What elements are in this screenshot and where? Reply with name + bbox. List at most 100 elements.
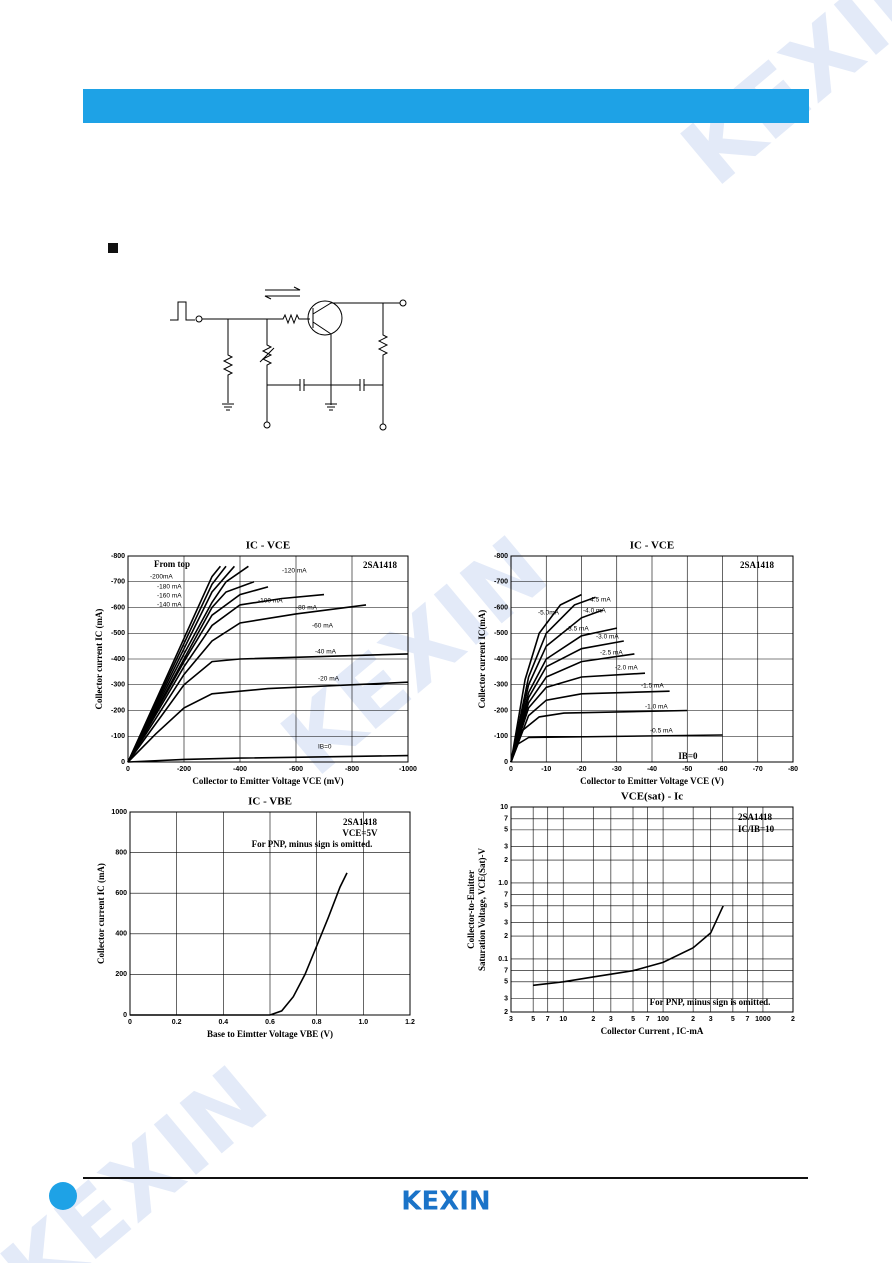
y-tick-label: -700 — [111, 579, 125, 586]
y-axis-label: Collector current IC (mA) — [96, 863, 106, 964]
curve — [510, 596, 596, 763]
x-axis-label: Collector to Emitter Voltage VCE (mV) — [192, 776, 343, 786]
x-tick-label: 0.4 — [218, 1019, 228, 1026]
annotation: IC/IB=10 — [738, 824, 775, 834]
curve — [533, 905, 724, 987]
x-tick-label: -800 — [345, 766, 359, 773]
x-tick-label: 100 — [657, 1016, 669, 1023]
chart-title: IC - VCE — [630, 540, 674, 552]
x-tick-label: -200 — [177, 766, 191, 773]
x-axis-label: Base to Eimtter Voltage VBE (V) — [207, 1029, 333, 1039]
curve — [510, 593, 582, 763]
y-tick-label: -400 — [494, 656, 508, 663]
x-tick-label: 0.2 — [172, 1019, 182, 1026]
curve — [510, 627, 617, 763]
x-tick-label: 5 — [531, 1016, 535, 1023]
annotation: VCE=5V — [342, 828, 378, 838]
curve-label: -120 mA — [282, 568, 307, 575]
annotation: IB=0 — [678, 751, 698, 761]
curve — [510, 690, 670, 763]
curve-label: -4.0 mA — [583, 608, 606, 615]
y-tick-label: -500 — [494, 630, 508, 637]
curve — [127, 565, 222, 763]
annotation: 2SA1418 — [363, 560, 398, 570]
curve — [127, 593, 325, 763]
y-tick-label: 10 — [500, 804, 508, 811]
curve-label: -2.5 mA — [600, 650, 623, 657]
y-tick-label: -200 — [494, 707, 508, 714]
y-tick-label: -600 — [494, 604, 508, 611]
y-tick-label: -200 — [111, 707, 125, 714]
y-tick-label: -400 — [111, 656, 125, 663]
curve-label: -80 mA — [296, 605, 318, 612]
annotation: For PNP, minus sign is omitted. — [252, 839, 373, 849]
curve-label: -4.5 mA — [588, 597, 611, 604]
x-tick-label: -40 — [647, 766, 657, 773]
curve-label: -160 mA — [157, 593, 182, 600]
y-axis-label: Collector current IC (mA) — [94, 609, 104, 710]
curve-label: IB=0 — [318, 744, 332, 751]
x-tick-label: 5 — [631, 1016, 635, 1023]
y-tick-label: 600 — [115, 890, 127, 897]
curve — [127, 604, 367, 763]
x-tick-label: 0.8 — [312, 1019, 322, 1026]
curve — [130, 872, 348, 1016]
y-tick-label: 2 — [504, 857, 508, 864]
x-tick-label: 7 — [646, 1016, 650, 1023]
x-tick-label: 2 — [691, 1016, 695, 1023]
y-tick-label: 1.0 — [498, 880, 508, 887]
x-tick-label: 7 — [546, 1016, 550, 1023]
annotation: From top — [154, 559, 190, 569]
curve — [127, 581, 255, 763]
curve-label: -140 mA — [157, 602, 182, 609]
curve-label: -20 mA — [318, 676, 340, 683]
y-tick-label: 5 — [504, 979, 508, 986]
x-tick-label: 0 — [128, 1019, 132, 1026]
x-tick-label: 10 — [559, 1016, 567, 1023]
y-tick-label: 800 — [115, 849, 127, 856]
x-tick-label: -60 — [717, 766, 727, 773]
curve-label: -5.0mA — [538, 610, 560, 617]
y-axis-label: Collector-to-Emitter — [466, 870, 476, 949]
x-tick-label: -30 — [612, 766, 622, 773]
y-tick-label: 7 — [504, 892, 508, 899]
x-tick-label: -10 — [541, 766, 551, 773]
y-tick-label: 7 — [504, 968, 508, 975]
x-axis-label: Collector to Emitter Voltage VCE (V) — [580, 776, 724, 786]
curve-label: -0.5 mA — [650, 728, 673, 735]
x-tick-label: -50 — [682, 766, 692, 773]
curve-label: -3.0 mA — [596, 634, 619, 641]
annotation: 2SA1418 — [740, 560, 775, 570]
chart-title: IC - VCE — [246, 540, 290, 552]
y-tick-label: 0.1 — [498, 956, 508, 963]
x-tick-label: 3 — [709, 1016, 713, 1023]
y-tick-label: 2 — [504, 933, 508, 940]
header-bar — [83, 89, 809, 123]
x-tick-label: 3 — [609, 1016, 613, 1023]
x-tick-label: -1000 — [399, 766, 417, 773]
x-tick-label: 3 — [509, 1016, 513, 1023]
page-badge — [49, 1182, 77, 1210]
curve — [510, 653, 635, 763]
x-tick-label: -80 — [788, 766, 798, 773]
y-tick-label: 0 — [504, 759, 508, 766]
y-tick-label: 0 — [123, 1012, 127, 1019]
x-tick-label: 5 — [731, 1016, 735, 1023]
footer-logo: KEXIN — [401, 1187, 490, 1217]
y-tick-label: 3 — [504, 995, 508, 1002]
curve-label: -100 mA — [258, 598, 283, 605]
x-tick-label: 2 — [791, 1016, 795, 1023]
y-tick-label: 3 — [504, 920, 508, 927]
x-tick-label: -70 — [753, 766, 763, 773]
y-tick-label: -600 — [111, 604, 125, 611]
chart-title: IC - VBE — [248, 796, 292, 808]
curve — [510, 672, 646, 763]
curve — [127, 754, 409, 763]
y-tick-label: 200 — [115, 971, 127, 978]
y-tick-label: 400 — [115, 931, 127, 938]
y-tick-label: 5 — [504, 827, 508, 834]
y-tick-label: -500 — [111, 630, 125, 637]
y-tick-label: -100 — [494, 733, 508, 740]
